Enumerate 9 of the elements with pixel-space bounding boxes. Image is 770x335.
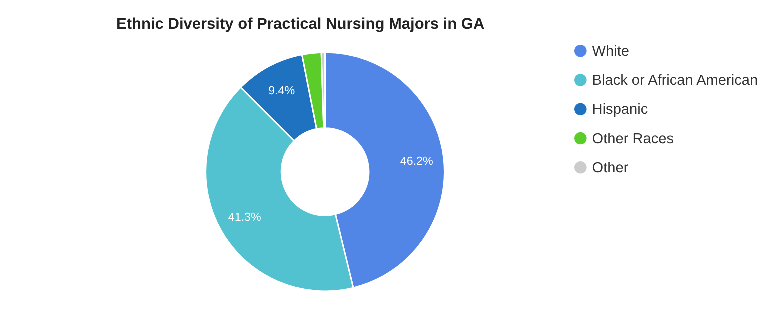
data-label: 46.2%: [400, 154, 434, 168]
legend-label: Black or African American: [592, 73, 758, 90]
legend-label: Other Races: [592, 131, 674, 148]
legend-label: Hispanic: [592, 102, 648, 118]
data-label: 41.3%: [228, 211, 262, 224]
legend-label: White: [592, 44, 630, 60]
data-label: 9.4%: [268, 84, 296, 98]
chart-title: Ethnic Diversity of Practical Nursing Majors in GA: [116, 16, 485, 33]
legend-label: Other: [592, 160, 629, 176]
